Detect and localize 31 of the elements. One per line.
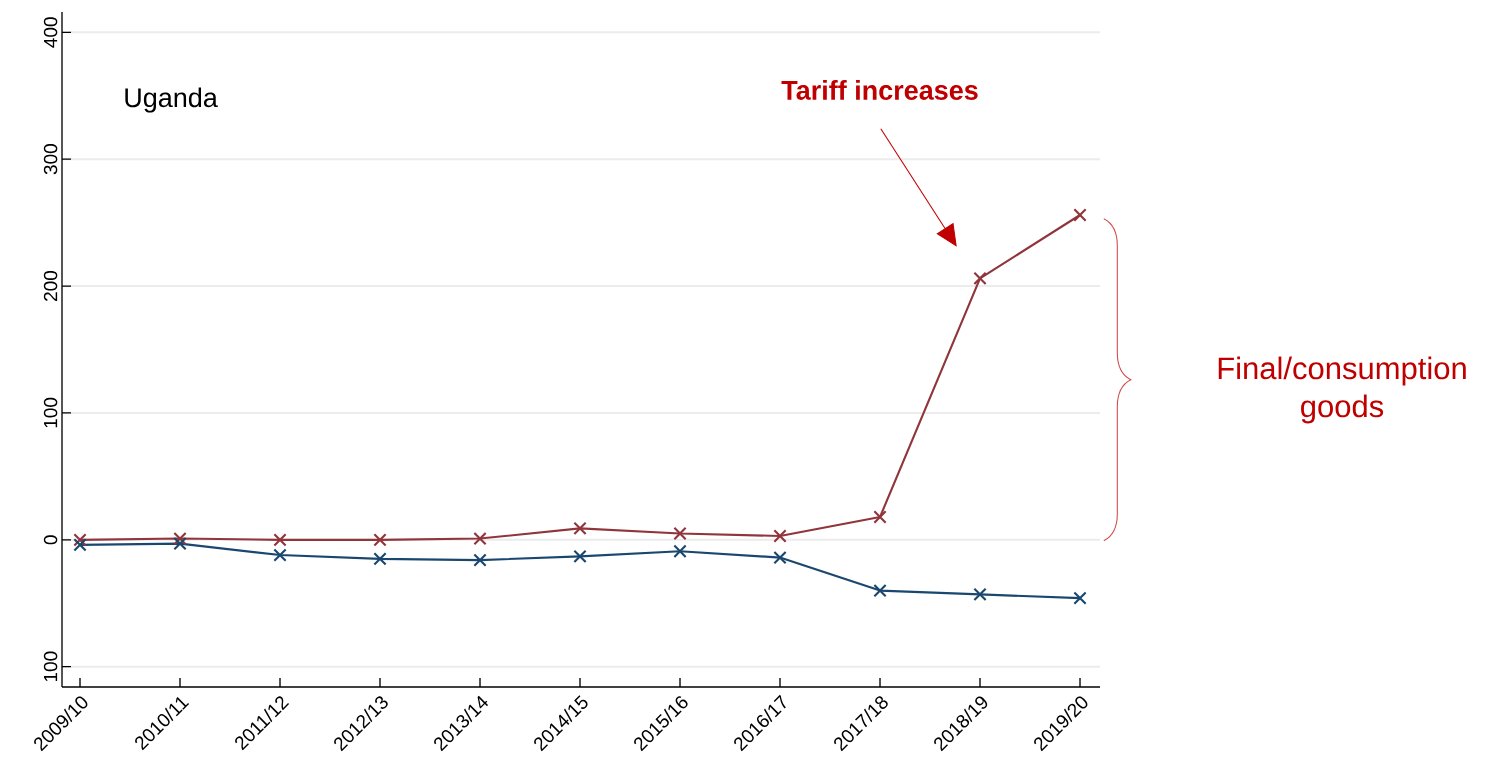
point bbox=[573, 521, 587, 536]
point bbox=[673, 526, 687, 541]
text: Final/consumption goods bbox=[1218, 356, 1466, 424]
point bbox=[173, 536, 187, 551]
point bbox=[273, 548, 287, 562]
point bbox=[1073, 591, 1087, 605]
point bbox=[273, 533, 287, 547]
annotation: Tariff increases bbox=[781, 80, 978, 100]
point bbox=[73, 533, 87, 547]
point bbox=[873, 583, 887, 598]
y-tick-label: 100 bbox=[43, 397, 58, 428]
y-tick-label: 0 bbox=[43, 535, 58, 545]
point bbox=[73, 538, 87, 552]
y-tick-label: 400 bbox=[43, 17, 58, 48]
y-tick-label: 200 bbox=[43, 270, 58, 301]
point bbox=[473, 531, 487, 546]
point bbox=[173, 531, 187, 546]
point bbox=[673, 544, 687, 558]
y-tick-label: 100 bbox=[43, 651, 58, 682]
point bbox=[773, 529, 787, 543]
point bbox=[473, 553, 487, 567]
point bbox=[773, 550, 787, 565]
point bbox=[373, 552, 387, 566]
point bbox=[973, 587, 987, 602]
point bbox=[373, 533, 387, 547]
y-tick-label: 300 bbox=[43, 144, 58, 175]
point bbox=[573, 549, 587, 564]
annotation: Uganda bbox=[125, 87, 218, 113]
point bbox=[1073, 208, 1087, 222]
point bbox=[873, 510, 887, 524]
point bbox=[973, 271, 987, 286]
